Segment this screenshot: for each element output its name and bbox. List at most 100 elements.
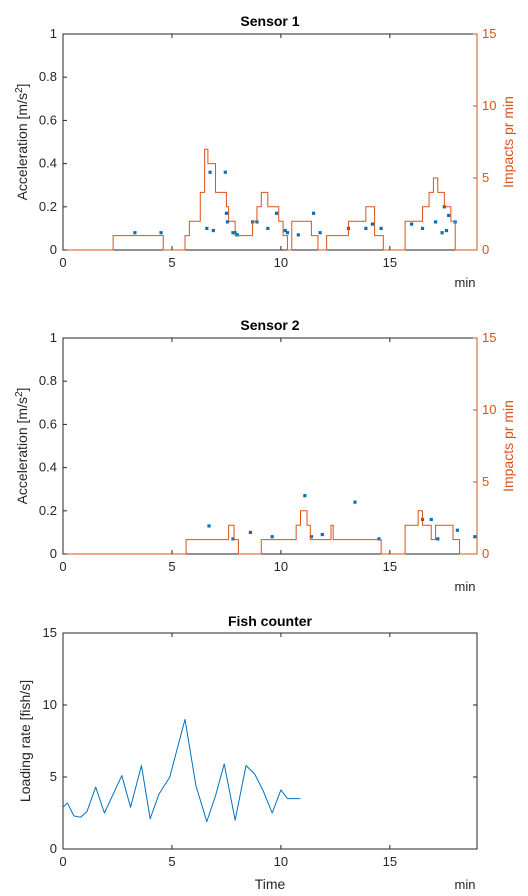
y-axis-label: Loading rate [fish/s] [17, 680, 33, 802]
y-tick-label: 0.8 [39, 373, 57, 388]
x-axis-label: min [455, 579, 476, 594]
y2-axis-label: Impacts pr min [500, 400, 516, 492]
x-tick-label: 0 [59, 854, 66, 869]
data-point [309, 535, 313, 539]
y-tick-label: 0.2 [39, 503, 57, 518]
y2-tick-label: 15 [482, 26, 496, 41]
x-tick-label: 5 [168, 255, 175, 270]
impacts-step-line [63, 510, 477, 555]
y-tick-label: 0.2 [39, 199, 57, 214]
sensor-1-chart: Sensor 1 min Acceleration [m/s2] Impacts… [14, 13, 516, 290]
data-point [436, 537, 440, 541]
y-tick-label: 0.8 [39, 69, 57, 84]
chart-marks [63, 148, 477, 251]
data-point [455, 528, 459, 532]
x-tick-label: 0 [59, 255, 66, 270]
data-point [296, 233, 300, 237]
data-point [429, 517, 433, 522]
data-point [473, 535, 477, 539]
y-tick-label: 0.6 [39, 416, 57, 431]
x-tick-label: 0 [59, 559, 66, 574]
y2-tick-label: 0 [482, 242, 489, 257]
data-point [440, 231, 444, 235]
chart-marks [62, 718, 301, 823]
impacts-step-line [63, 148, 477, 251]
axis-ticks: 0 5 10 15 0 5 10 15 [43, 625, 477, 869]
data-point [420, 226, 425, 230]
plot-frame [62, 632, 478, 850]
data-point [447, 213, 451, 218]
data-point [231, 537, 235, 541]
data-point [379, 226, 383, 230]
y-tick-label: 10 [43, 697, 57, 712]
data-point [353, 500, 357, 504]
y-tick-label: 0 [50, 841, 57, 856]
data-point [211, 228, 215, 233]
y-tick-label: 0.4 [39, 156, 57, 171]
x-axis-label: Time [255, 876, 286, 892]
y2-tick-label: 5 [482, 170, 489, 185]
y2-tick-label: 10 [482, 98, 496, 113]
chart-title: Sensor 2 [240, 317, 299, 333]
chart-title: Sensor 1 [240, 13, 299, 29]
data-point [205, 226, 209, 230]
data-point [208, 170, 212, 174]
y2-tick-label: 5 [482, 474, 489, 489]
data-point [133, 231, 137, 235]
data-point [377, 537, 381, 541]
x-tick-label: 15 [383, 854, 397, 869]
data-point [285, 231, 290, 235]
x-tick-label: 5 [168, 854, 175, 869]
y-tick-label: 0.6 [39, 112, 57, 127]
data-point [223, 170, 227, 174]
loading-rate-line [62, 718, 301, 823]
data-point [159, 231, 163, 235]
data-point [274, 211, 279, 215]
y-axis-label: Acceleration [m/s2] [14, 388, 30, 505]
y-tick-label: 5 [50, 769, 57, 784]
data-point [248, 530, 252, 534]
data-point [370, 222, 375, 226]
x-tick-label: 15 [383, 255, 397, 270]
chart-title: Fish counter [228, 613, 313, 629]
x-tick-label: 5 [168, 559, 175, 574]
data-point [318, 231, 322, 235]
sensor-2-chart: Sensor 2 min Acceleration [m/s2] Impacts… [14, 317, 516, 594]
x-tick-label: 10 [274, 854, 288, 869]
data-point [303, 494, 307, 498]
data-point [364, 226, 368, 230]
data-point [266, 226, 270, 230]
y-tick-label: 0 [50, 546, 57, 561]
y2-tick-label: 10 [482, 402, 496, 417]
y2-axis-label: Impacts pr min [500, 96, 516, 188]
x-tick-label: 15 [383, 559, 397, 574]
data-point [320, 532, 324, 537]
data-point [311, 211, 316, 215]
y-tick-label: 0.4 [39, 460, 57, 475]
chart-marks [63, 494, 477, 555]
y2-tick-label: 0 [482, 546, 489, 561]
data-point [231, 231, 235, 235]
y2-tick-label: 15 [482, 330, 496, 345]
x-tick-label: 10 [274, 559, 288, 574]
y-tick-label: 1 [50, 26, 57, 41]
x-axis-label: min [455, 275, 476, 290]
x-tick-label: 10 [274, 255, 288, 270]
data-point [224, 211, 229, 215]
plot-frame [62, 337, 478, 555]
fish-counter-chart: Fish counter Time min Loading rate [fish… [17, 613, 478, 892]
data-point [225, 220, 230, 224]
data-point [283, 228, 287, 233]
data-point [410, 222, 414, 226]
data-point [434, 220, 438, 224]
plot-frame [62, 33, 478, 251]
data-point [207, 524, 211, 528]
y-tick-label: 0 [50, 242, 57, 257]
data-point [444, 228, 449, 233]
y-tick-label: 15 [43, 625, 57, 640]
data-point [270, 535, 274, 539]
x-axis-unit: min [455, 877, 476, 892]
